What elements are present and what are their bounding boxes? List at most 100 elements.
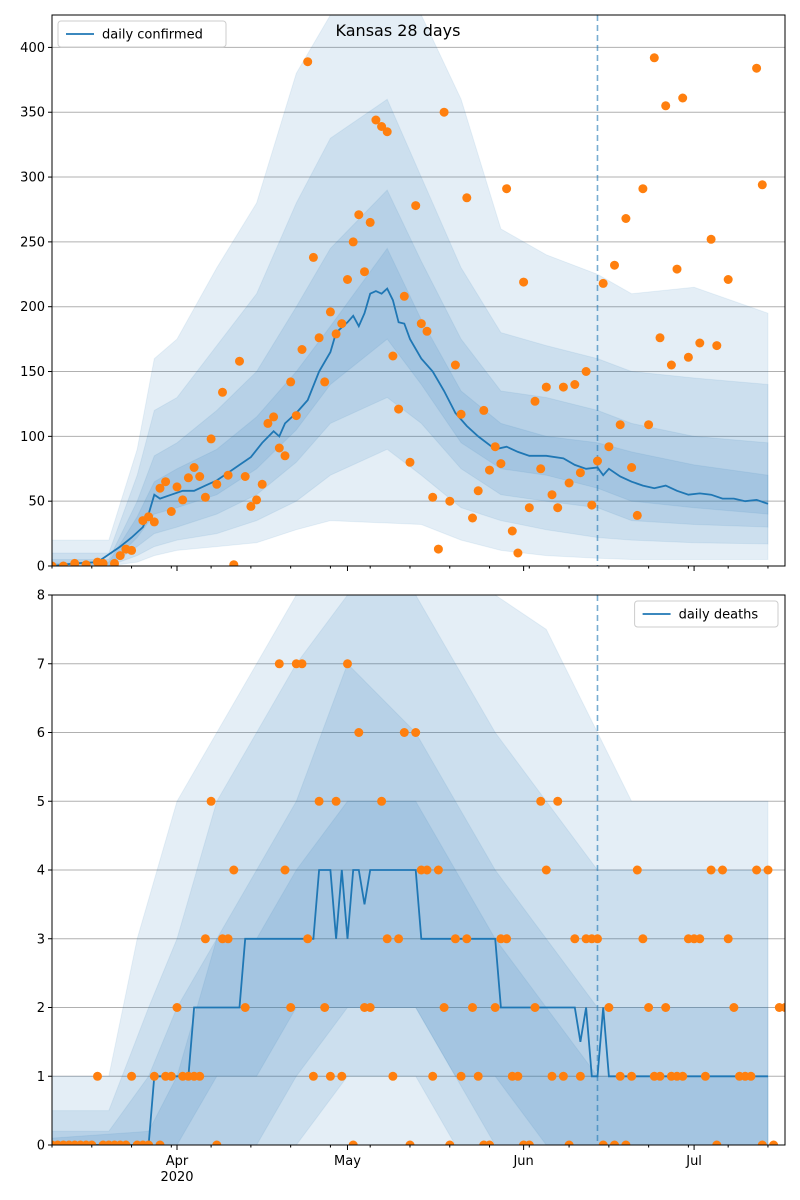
- data-point: [547, 1071, 557, 1081]
- data-point: [593, 934, 602, 944]
- data-point: [473, 1071, 483, 1081]
- y-tick-label: 2: [37, 1001, 45, 1016]
- data-point: [496, 459, 506, 469]
- data-point: [274, 443, 284, 453]
- data-point: [439, 107, 449, 117]
- data-point: [240, 1003, 250, 1012]
- x-tick-sublabel: 2020: [160, 1170, 193, 1185]
- data-point: [121, 1140, 131, 1145]
- data-point: [144, 512, 154, 522]
- data-point: [308, 1071, 318, 1081]
- data-point: [172, 482, 182, 492]
- data-point: [564, 478, 574, 488]
- data-point: [655, 333, 665, 343]
- data-point: [718, 865, 727, 875]
- data-point: [706, 234, 716, 244]
- y-tick-label: 50: [28, 495, 45, 510]
- y-tick-label: 7: [37, 657, 45, 672]
- data-point: [200, 492, 210, 502]
- data-point: [98, 558, 108, 566]
- data-point: [331, 329, 341, 339]
- data-point: [212, 479, 222, 489]
- data-point: [394, 934, 404, 944]
- data-point: [536, 796, 546, 806]
- uncertainty-band: [52, 15, 769, 566]
- data-point: [598, 278, 608, 288]
- data-point: [706, 865, 716, 875]
- data-point: [490, 442, 500, 452]
- data-point: [93, 1071, 102, 1081]
- data-point: [87, 1140, 97, 1145]
- data-point: [240, 472, 250, 481]
- data-point: [394, 404, 404, 414]
- data-point: [445, 496, 455, 506]
- data-point: [195, 472, 205, 481]
- data-point: [343, 659, 352, 669]
- data-point: [712, 1140, 722, 1145]
- data-point: [712, 341, 722, 351]
- data-point: [354, 210, 364, 220]
- data-point: [502, 184, 512, 194]
- data-point: [297, 659, 307, 669]
- data-point: [416, 319, 426, 329]
- data-point: [661, 1003, 671, 1012]
- data-point: [553, 796, 563, 806]
- series-line: [52, 869, 768, 1145]
- data-point: [666, 360, 676, 370]
- data-point: [683, 352, 693, 362]
- data-point: [149, 517, 159, 527]
- data-point: [263, 418, 273, 428]
- data-point: [757, 180, 767, 190]
- data-point: [695, 934, 705, 944]
- data-point: [314, 796, 324, 806]
- data-point: [513, 548, 523, 558]
- data-point: [252, 495, 262, 505]
- data-point: [456, 1071, 466, 1081]
- data-point: [462, 934, 472, 944]
- legend: daily deaths: [634, 600, 779, 628]
- data-point: [422, 865, 432, 875]
- data-point: [81, 560, 91, 566]
- data-point: [780, 1003, 785, 1012]
- data-point: [587, 500, 597, 510]
- data-point: [297, 345, 307, 354]
- data-point: [433, 544, 443, 554]
- legend-label: daily confirmed: [102, 28, 203, 43]
- data-point: [280, 451, 290, 461]
- data-point: [450, 934, 460, 944]
- data-point: [235, 356, 244, 366]
- data-point: [513, 1071, 523, 1081]
- data-point: [445, 1140, 455, 1145]
- data-point: [223, 470, 233, 480]
- data-point: [570, 934, 580, 944]
- data-point: [593, 456, 602, 466]
- data-point: [627, 463, 637, 472]
- data-point: [286, 377, 296, 387]
- data-point: [229, 560, 239, 566]
- data-point: [399, 728, 409, 737]
- data-point: [723, 275, 733, 284]
- data-point: [558, 1071, 568, 1081]
- confirmed-panel: 0 50 100 150 200 250 300 350 400 daily confirmed: [20, 14, 786, 575]
- y-tick-label: 1: [37, 1070, 45, 1085]
- data-point: [195, 1071, 205, 1081]
- data-point: [638, 184, 648, 194]
- data-point: [570, 380, 580, 389]
- data-point: [519, 277, 529, 287]
- data-point: [485, 465, 494, 475]
- legend-box: [57, 20, 227, 48]
- data-point: [621, 214, 631, 223]
- data-point: [303, 57, 313, 67]
- data-point: [365, 1003, 375, 1012]
- y-tick-label: 350: [20, 106, 45, 121]
- data-point: [422, 326, 432, 336]
- data-point: [468, 513, 477, 523]
- data-point: [541, 865, 551, 875]
- data-point: [644, 420, 654, 430]
- y-tick-label: 100: [20, 430, 45, 445]
- uncertainty-band: [52, 247, 769, 566]
- data-point: [524, 503, 534, 513]
- data-point: [178, 495, 188, 505]
- data-point: [752, 63, 762, 73]
